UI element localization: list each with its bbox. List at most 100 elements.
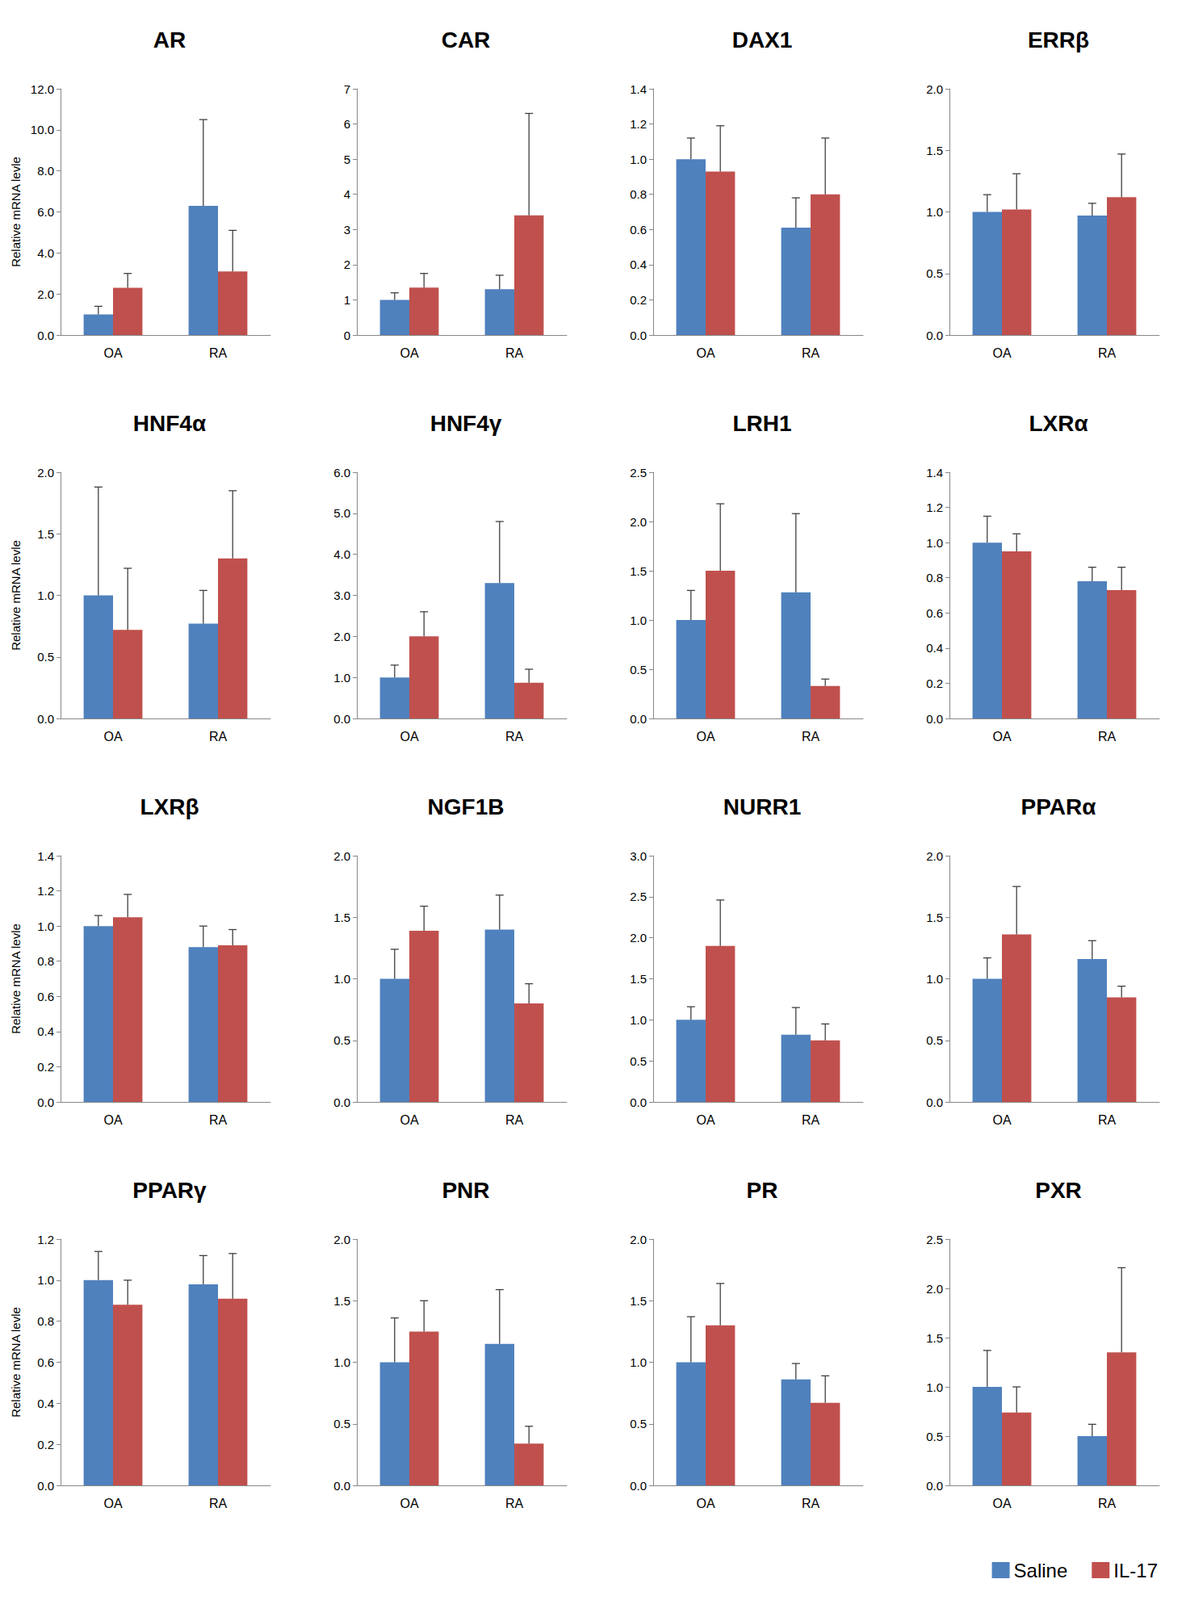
svg-text:0.8: 0.8 bbox=[926, 570, 943, 585]
svg-text:0.8: 0.8 bbox=[37, 1314, 55, 1329]
svg-text:2.5: 2.5 bbox=[926, 1232, 943, 1247]
svg-text:RA: RA bbox=[505, 346, 524, 361]
svg-text:1.0: 1.0 bbox=[926, 205, 943, 219]
svg-text:CAR: CAR bbox=[441, 27, 491, 53]
svg-text:RA: RA bbox=[1097, 729, 1117, 744]
svg-text:RA: RA bbox=[801, 346, 821, 361]
svg-text:0.5: 0.5 bbox=[333, 1416, 351, 1431]
svg-text:1.0: 1.0 bbox=[926, 1380, 943, 1395]
svg-text:0.0: 0.0 bbox=[37, 1479, 55, 1493]
svg-text:1.0: 1.0 bbox=[926, 972, 943, 986]
svg-text:2.5: 2.5 bbox=[629, 465, 647, 480]
svg-text:OA: OA bbox=[992, 729, 1011, 744]
svg-text:1.0: 1.0 bbox=[333, 972, 351, 986]
svg-text:HNF4γ: HNF4γ bbox=[430, 410, 503, 436]
svg-text:4: 4 bbox=[343, 187, 351, 202]
svg-text:IL-17: IL-17 bbox=[1113, 1559, 1158, 1582]
svg-text:OA: OA bbox=[695, 346, 715, 361]
svg-text:HNF4α: HNF4α bbox=[133, 410, 206, 436]
svg-text:0.0: 0.0 bbox=[333, 1095, 351, 1110]
svg-text:1.4: 1.4 bbox=[926, 465, 943, 480]
svg-text:0.0: 0.0 bbox=[926, 328, 943, 343]
svg-text:2.0: 2.0 bbox=[629, 1232, 647, 1247]
svg-text:2: 2 bbox=[343, 257, 351, 272]
svg-text:0.0: 0.0 bbox=[37, 328, 55, 343]
svg-text:0.4: 0.4 bbox=[629, 257, 647, 272]
svg-text:RA: RA bbox=[209, 1496, 228, 1511]
svg-text:0.5: 0.5 bbox=[926, 1033, 943, 1048]
svg-text:0.2: 0.2 bbox=[37, 1060, 55, 1074]
svg-text:ERRβ: ERRβ bbox=[1027, 27, 1090, 53]
svg-text:2.0: 2.0 bbox=[333, 849, 351, 864]
svg-text:PXR: PXR bbox=[1035, 1177, 1082, 1203]
svg-text:0.6: 0.6 bbox=[629, 222, 647, 237]
svg-text:2.0: 2.0 bbox=[333, 1232, 351, 1247]
svg-text:0: 0 bbox=[343, 328, 351, 343]
svg-text:0.5: 0.5 bbox=[926, 266, 943, 281]
svg-text:0.0: 0.0 bbox=[333, 1479, 351, 1493]
svg-text:1.5: 1.5 bbox=[926, 143, 943, 158]
svg-text:12.0: 12.0 bbox=[30, 82, 55, 97]
svg-text:OA: OA bbox=[695, 1113, 715, 1128]
svg-text:0.6: 0.6 bbox=[37, 989, 55, 1004]
svg-text:OA: OA bbox=[103, 1496, 122, 1511]
svg-text:1.5: 1.5 bbox=[629, 1294, 647, 1308]
svg-text:1.2: 1.2 bbox=[37, 884, 55, 898]
svg-text:0.0: 0.0 bbox=[629, 1095, 647, 1110]
svg-text:OA: OA bbox=[399, 1496, 419, 1511]
svg-text:0.0: 0.0 bbox=[926, 712, 943, 726]
svg-text:2.0: 2.0 bbox=[629, 515, 647, 529]
svg-text:0.2: 0.2 bbox=[926, 676, 943, 691]
svg-text:0.0: 0.0 bbox=[926, 1095, 943, 1110]
svg-text:0.5: 0.5 bbox=[629, 1054, 647, 1069]
svg-text:5: 5 bbox=[343, 152, 351, 167]
svg-text:1.0: 1.0 bbox=[926, 536, 943, 550]
svg-text:1.2: 1.2 bbox=[926, 500, 943, 515]
svg-text:0.0: 0.0 bbox=[37, 712, 55, 726]
svg-text:OA: OA bbox=[399, 1113, 419, 1128]
svg-text:0.0: 0.0 bbox=[629, 328, 647, 343]
svg-text:1.0: 1.0 bbox=[629, 1355, 647, 1370]
svg-text:0.5: 0.5 bbox=[333, 1033, 351, 1048]
svg-text:2.0: 2.0 bbox=[926, 82, 943, 97]
svg-text:2.0: 2.0 bbox=[629, 930, 647, 945]
svg-text:RA: RA bbox=[505, 729, 524, 744]
svg-text:0.4: 0.4 bbox=[926, 641, 943, 655]
svg-text:DAX1: DAX1 bbox=[732, 27, 793, 53]
svg-text:OA: OA bbox=[399, 729, 419, 744]
svg-text:RA: RA bbox=[1097, 346, 1117, 361]
svg-text:5.0: 5.0 bbox=[333, 506, 351, 520]
svg-text:0.0: 0.0 bbox=[629, 712, 647, 726]
svg-text:RA: RA bbox=[801, 1113, 821, 1128]
svg-text:6: 6 bbox=[343, 117, 351, 131]
svg-text:2.0: 2.0 bbox=[926, 1282, 943, 1296]
svg-text:0.2: 0.2 bbox=[629, 293, 647, 307]
svg-text:1.0: 1.0 bbox=[629, 152, 647, 167]
svg-text:PNR: PNR bbox=[441, 1177, 490, 1203]
svg-text:0.5: 0.5 bbox=[629, 662, 647, 677]
svg-text:OA: OA bbox=[992, 1113, 1011, 1128]
svg-text:LXRα: LXRα bbox=[1028, 410, 1088, 436]
svg-text:1.5: 1.5 bbox=[629, 564, 647, 579]
svg-text:2.0: 2.0 bbox=[37, 465, 55, 480]
svg-text:RA: RA bbox=[209, 346, 228, 361]
svg-text:3.0: 3.0 bbox=[333, 588, 351, 603]
svg-text:1.0: 1.0 bbox=[37, 919, 55, 934]
svg-text:0.8: 0.8 bbox=[629, 187, 647, 202]
svg-text:10.0: 10.0 bbox=[30, 122, 55, 137]
svg-text:1.0: 1.0 bbox=[37, 1273, 55, 1287]
svg-text:0.5: 0.5 bbox=[629, 1416, 647, 1431]
svg-text:0.4: 0.4 bbox=[37, 1396, 55, 1411]
svg-text:0.0: 0.0 bbox=[37, 1095, 55, 1110]
svg-text:PPARγ: PPARγ bbox=[132, 1177, 207, 1203]
svg-text:3.0: 3.0 bbox=[629, 849, 647, 864]
svg-text:OA: OA bbox=[103, 346, 122, 361]
svg-text:0.0: 0.0 bbox=[629, 1479, 647, 1493]
svg-text:RA: RA bbox=[1097, 1496, 1117, 1511]
svg-text:4.0: 4.0 bbox=[37, 246, 55, 260]
svg-text:RA: RA bbox=[1097, 1113, 1117, 1128]
svg-text:2.5: 2.5 bbox=[629, 889, 647, 904]
svg-text:OA: OA bbox=[695, 729, 715, 744]
svg-text:0.6: 0.6 bbox=[926, 606, 943, 621]
svg-text:AR: AR bbox=[153, 27, 186, 53]
